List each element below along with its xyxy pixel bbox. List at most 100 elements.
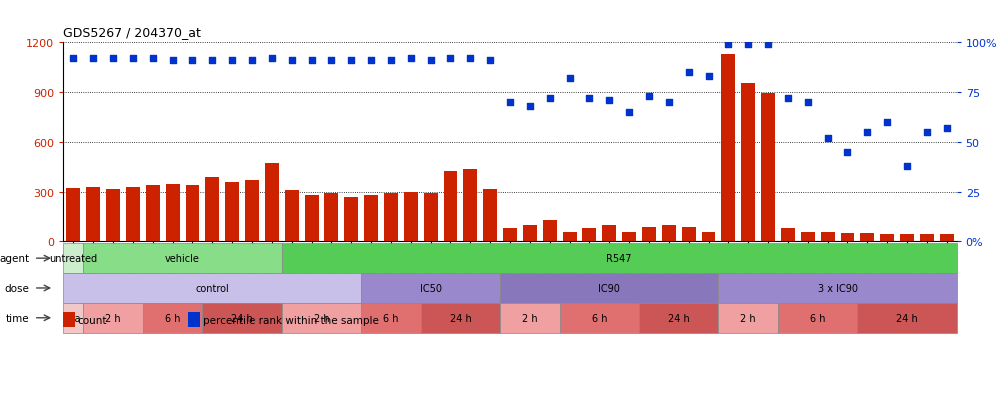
Point — [640, 94, 657, 100]
Bar — [463, 170, 477, 242]
Bar — [63, 273, 362, 303]
Text: 24 h: 24 h — [232, 313, 253, 323]
Text: 24 h: 24 h — [449, 313, 471, 323]
Text: IC50: IC50 — [420, 283, 442, 293]
Bar — [778, 303, 857, 333]
Bar — [841, 234, 854, 242]
Text: 2 h: 2 h — [313, 313, 329, 323]
Bar — [282, 303, 362, 333]
Point — [303, 58, 319, 64]
Point — [244, 58, 260, 64]
Point — [364, 58, 380, 64]
Text: 2 h: 2 h — [106, 313, 121, 323]
Bar — [87, 188, 100, 242]
Point — [800, 100, 816, 106]
Text: GDS5267 / 204370_at: GDS5267 / 204370_at — [63, 26, 201, 39]
Bar — [84, 244, 282, 273]
Bar — [185, 186, 199, 242]
Point — [86, 56, 102, 62]
Bar — [642, 227, 656, 242]
Bar — [940, 234, 954, 242]
Point — [284, 58, 300, 64]
Text: n/a: n/a — [65, 313, 82, 323]
Text: 2 h: 2 h — [522, 313, 538, 323]
Point — [562, 76, 578, 82]
Text: control: control — [195, 283, 230, 293]
Bar — [563, 232, 577, 242]
Point — [820, 135, 836, 142]
Point — [840, 149, 856, 156]
Point — [125, 56, 141, 62]
Point — [403, 56, 419, 62]
Point — [522, 104, 538, 110]
Text: 6 h: 6 h — [384, 313, 399, 323]
Bar — [362, 273, 500, 303]
Bar — [344, 197, 358, 242]
Text: 6 h: 6 h — [592, 313, 607, 323]
Point — [779, 95, 796, 102]
Text: time: time — [6, 313, 29, 323]
Point — [184, 58, 200, 64]
Bar — [622, 232, 636, 242]
Bar — [143, 303, 202, 333]
Text: untreated: untreated — [49, 254, 98, 263]
Point — [879, 119, 895, 126]
Bar — [718, 303, 778, 333]
Bar — [741, 84, 755, 242]
Bar — [821, 233, 835, 242]
Text: 6 h: 6 h — [165, 313, 180, 323]
Point — [918, 129, 934, 136]
Text: 24 h: 24 h — [668, 313, 690, 323]
Bar — [63, 303, 84, 333]
Bar — [483, 190, 497, 242]
Point — [323, 58, 339, 64]
Text: 3 x IC90: 3 x IC90 — [818, 283, 858, 293]
Bar — [543, 221, 557, 242]
Bar — [226, 183, 239, 242]
Bar — [504, 229, 517, 242]
Point — [164, 58, 180, 64]
Bar — [639, 303, 718, 333]
Point — [681, 70, 697, 76]
Point — [701, 74, 717, 81]
Bar — [602, 225, 616, 242]
Point — [442, 56, 458, 62]
Bar — [421, 303, 500, 333]
Point — [105, 56, 121, 62]
Point — [720, 42, 736, 49]
Bar — [205, 178, 220, 242]
Bar — [424, 194, 438, 242]
Bar — [63, 244, 84, 273]
Point — [264, 56, 280, 62]
Point — [383, 58, 399, 64]
Text: dose: dose — [5, 283, 29, 293]
Point — [225, 58, 241, 64]
Bar — [188, 313, 199, 328]
Bar — [857, 303, 957, 333]
Point — [601, 97, 617, 104]
Bar — [662, 225, 676, 242]
Bar — [702, 232, 716, 242]
Bar — [324, 194, 338, 242]
Bar — [781, 229, 795, 242]
Point — [145, 56, 161, 62]
Point — [899, 163, 915, 170]
Text: R547: R547 — [606, 254, 632, 263]
Text: 6 h: 6 h — [810, 313, 826, 323]
Bar — [304, 196, 318, 242]
Point — [462, 56, 478, 62]
Bar — [202, 303, 282, 333]
Point — [740, 42, 756, 49]
Point — [581, 95, 597, 102]
Bar — [880, 234, 894, 242]
Text: agent: agent — [0, 254, 29, 263]
Bar — [166, 184, 179, 242]
Point — [859, 129, 875, 136]
Bar — [146, 186, 160, 242]
Bar — [560, 303, 639, 333]
Text: 2 h: 2 h — [740, 313, 756, 323]
Point — [204, 58, 221, 64]
Bar — [900, 234, 914, 242]
Bar — [265, 163, 279, 242]
Point — [343, 58, 359, 64]
